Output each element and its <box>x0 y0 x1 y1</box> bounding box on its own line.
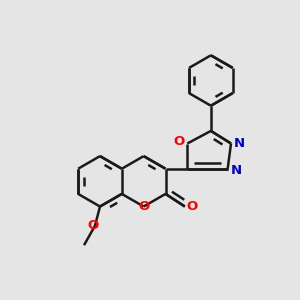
Text: N: N <box>234 137 245 150</box>
Text: O: O <box>138 200 149 213</box>
Text: O: O <box>173 135 184 148</box>
Text: O: O <box>88 219 99 232</box>
Text: O: O <box>187 200 198 213</box>
Text: N: N <box>230 164 242 177</box>
